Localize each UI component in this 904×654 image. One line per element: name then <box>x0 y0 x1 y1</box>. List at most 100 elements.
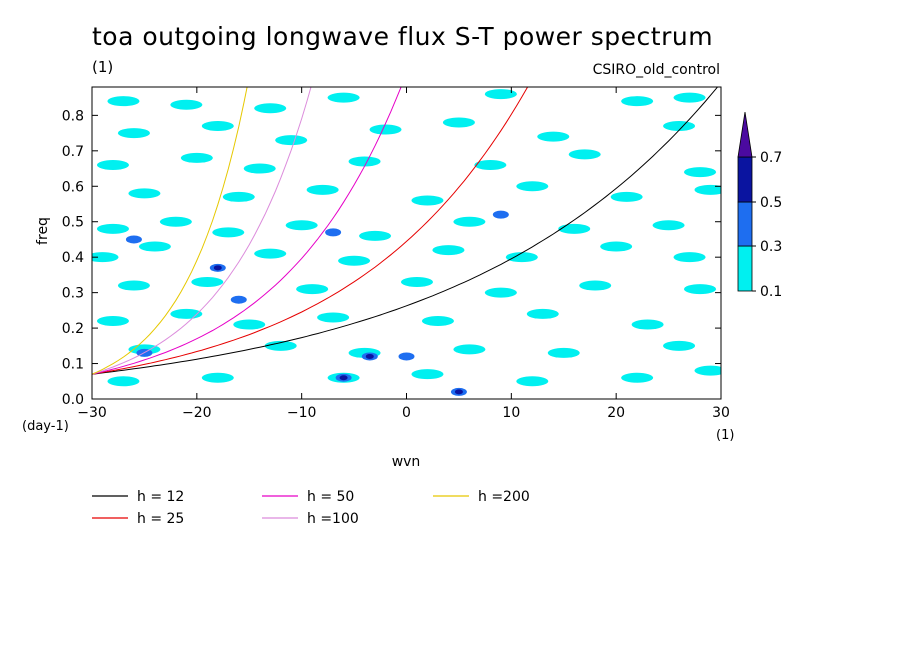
contour-blob-level-1 <box>170 99 203 110</box>
contour-blob-level-1 <box>180 152 213 163</box>
contour-blob-level-1 <box>516 376 549 387</box>
contour-blob-level-1 <box>117 128 150 139</box>
chart-title: toa outgoing longwave flux S-T power spe… <box>92 22 714 51</box>
y-tick-label: 0.6 <box>62 179 84 195</box>
y-tick-label: 0.0 <box>62 392 84 408</box>
contour-blob-level-1 <box>317 312 350 323</box>
contour-blob-level-1 <box>631 319 664 330</box>
contour-blob-level-1 <box>621 372 654 383</box>
contour-blob-level-1 <box>254 103 287 114</box>
contour-blob-level-1 <box>516 181 549 192</box>
curve-h-25 <box>92 87 529 375</box>
units-label: (1) <box>92 58 114 76</box>
x-tick-label: 30 <box>712 405 730 421</box>
curve-h-12 <box>92 87 719 375</box>
x-tick-label: 0 <box>402 405 411 421</box>
contour-blob-level-1 <box>453 216 486 227</box>
contour-blob-level-1 <box>663 340 696 351</box>
contour-blob-level-1 <box>411 195 444 206</box>
contour-blob-level-1 <box>442 117 475 128</box>
colorbar-label: 0.7 <box>760 150 782 166</box>
contour-blob-level-1 <box>694 365 721 376</box>
y-tick-label: 0.7 <box>62 144 84 160</box>
run-label: CSIRO_old_control <box>592 62 720 78</box>
y-tick-label: 0.3 <box>62 286 84 302</box>
contour-blob-level-2 <box>492 210 509 219</box>
contour-blob-level-1 <box>159 216 192 227</box>
contour-blob-level-1 <box>453 344 486 355</box>
contour-blob-level-1 <box>558 223 591 234</box>
contour-blob-level-3 <box>365 353 374 359</box>
contour-blob-level-1 <box>537 131 570 142</box>
contour-blob-level-2 <box>325 228 342 237</box>
contour-blob-level-1 <box>338 255 371 266</box>
contour-blob-level-1 <box>432 245 465 256</box>
contour-blob-level-1 <box>222 191 255 202</box>
legend-label: h = 50 <box>307 489 354 505</box>
contour-blob-level-1 <box>296 284 329 295</box>
contour-blob-level-3 <box>339 375 348 381</box>
curve-h-100 <box>92 87 312 375</box>
contour-blob-level-1 <box>400 277 433 287</box>
contour-blob-level-3 <box>213 265 222 271</box>
colorbar: 0.1 0.3 0.5 0.7 <box>737 111 782 300</box>
contour-blob-level-1 <box>684 167 717 178</box>
dispersion-curves <box>92 87 719 375</box>
x-axis: −30 −20 −10 0 10 20 30 <box>77 87 730 421</box>
y-axis: 0.0 0.1 0.2 0.3 0.4 0.5 0.6 0.7 0.8 <box>62 108 721 408</box>
contour-blob-level-1 <box>201 121 234 131</box>
contour-blob-level-1 <box>600 241 633 252</box>
y-tick-label: 0.8 <box>62 108 84 124</box>
colorbar-arrow <box>737 111 753 158</box>
y-tick-label: 0.2 <box>62 321 84 337</box>
curve-h-50 <box>92 87 402 375</box>
x-tick-label: −30 <box>77 405 107 421</box>
contour-blob-level-3 <box>454 389 463 395</box>
legend-label: h = 25 <box>137 511 184 527</box>
contour-blob-level-1 <box>275 135 308 146</box>
y-tick-label: 0.4 <box>62 250 84 266</box>
contour-blob-level-1 <box>547 347 580 358</box>
contour-blob-level-1 <box>128 188 161 199</box>
x-unit-label: (1) <box>716 428 734 443</box>
y-unit-label: (day-1) <box>22 419 69 434</box>
y-tick-label: 0.5 <box>62 215 84 231</box>
colorbar-segment <box>737 245 753 292</box>
contour-fill-layer <box>92 89 721 396</box>
contour-blob-level-2 <box>398 352 415 361</box>
contour-blob-level-1 <box>117 280 150 291</box>
contour-blob-level-1 <box>96 316 129 326</box>
colorbar-segment <box>737 156 753 203</box>
contour-blob-level-1 <box>359 230 392 241</box>
colorbar-label: 0.3 <box>760 239 782 255</box>
contour-blob-level-1 <box>264 340 297 351</box>
legend-label: h =200 <box>478 489 530 505</box>
contour-blob-level-1 <box>474 160 507 170</box>
legend-label: h =100 <box>307 511 359 527</box>
contour-blob-level-1 <box>201 372 234 383</box>
contour-blob-level-1 <box>96 160 129 170</box>
contour-blob-level-2 <box>125 235 142 244</box>
colorbar-label: 0.5 <box>760 195 782 211</box>
contour-blob-level-1 <box>92 252 119 263</box>
contour-blob-level-1 <box>107 96 140 107</box>
contour-blob-level-1 <box>505 252 538 263</box>
x-tick-label: −10 <box>287 405 317 421</box>
contour-blob-level-1 <box>526 308 559 319</box>
contour-blob-level-1 <box>96 223 129 234</box>
contour-blob-level-1 <box>484 287 517 298</box>
contour-blob-level-1 <box>285 220 318 231</box>
contour-blob-level-1 <box>233 319 266 330</box>
contour-blob-level-1 <box>327 92 360 103</box>
contour-blob-level-1 <box>673 92 706 103</box>
contour-blob-level-2 <box>230 295 247 304</box>
contour-blob-level-1 <box>673 252 706 263</box>
x-axis-label: wvn <box>392 454 421 470</box>
x-tick-label: −20 <box>182 405 212 421</box>
legend-label: h = 12 <box>137 489 184 505</box>
contour-blob-level-1 <box>568 149 601 160</box>
colorbar-label: 0.1 <box>760 284 782 300</box>
contour-blob-level-1 <box>621 96 654 107</box>
contour-blob-level-1 <box>254 248 287 259</box>
contour-blob-level-1 <box>610 191 643 202</box>
